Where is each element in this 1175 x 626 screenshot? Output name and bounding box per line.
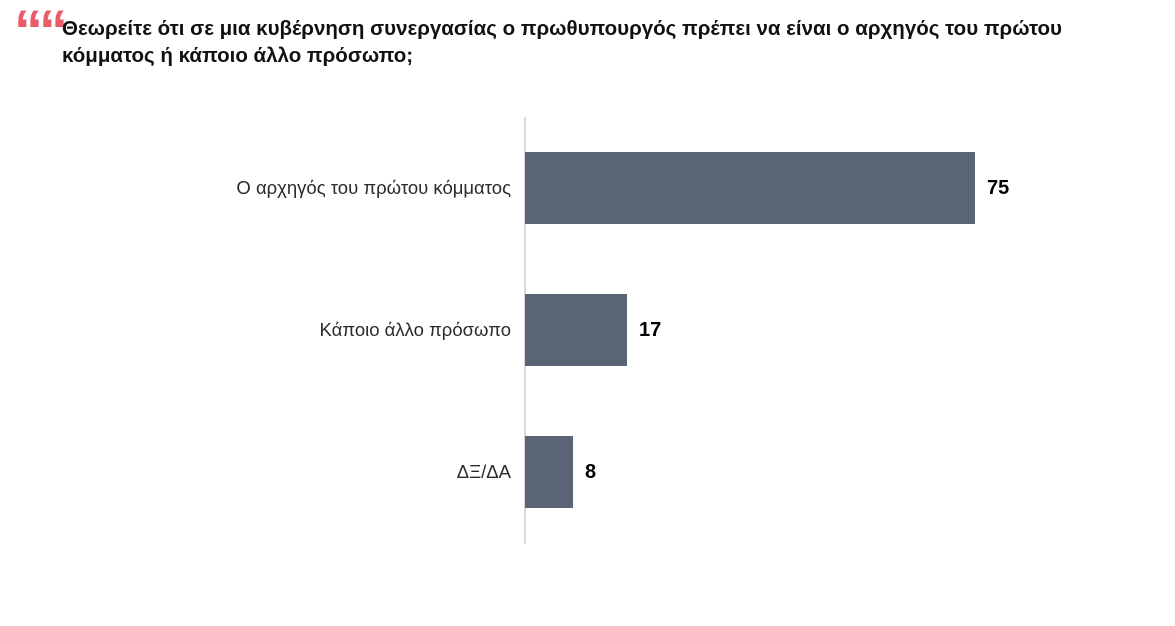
- bar-value-label: 75: [987, 176, 1010, 199]
- bar-row-label: Κάποιο άλλο πρόσωπο: [319, 319, 511, 341]
- bar: [525, 294, 627, 367]
- bar-row: Ο αρχηγός του πρώτου κόμματος 75: [0, 152, 1175, 225]
- bar: [525, 152, 975, 225]
- bar-row-label: ΔΞ/ΔΑ: [456, 461, 511, 483]
- bar-value-label: 17: [639, 318, 662, 341]
- bar-chart: Ο αρχηγός του πρώτου κόμματος 75 Κάποιο …: [0, 117, 1175, 545]
- bar-row: Κάποιο άλλο πρόσωπο 17: [0, 294, 1175, 367]
- bar-track: 8: [525, 436, 1125, 509]
- bar-value-label: 8: [585, 460, 597, 483]
- bar-track: 17: [525, 294, 1125, 367]
- bar-row: ΔΞ/ΔΑ 8: [0, 436, 1175, 509]
- chart-title: Θεωρείτε ότι σε μια κυβέρνηση συνεργασία…: [62, 17, 1062, 67]
- bar-row-label: Ο αρχηγός του πρώτου κόμματος: [236, 177, 511, 199]
- chart-header: ““ Θεωρείτε ότι σε μια κυβέρνηση συνεργα…: [0, 0, 1175, 69]
- bar: [525, 436, 573, 509]
- bar-track: 75: [525, 152, 1125, 225]
- quote-icon: ““: [14, 0, 68, 64]
